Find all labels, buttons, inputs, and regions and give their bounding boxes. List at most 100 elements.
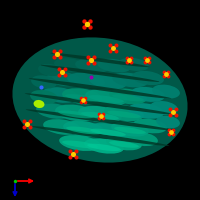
Point xyxy=(28,125,31,128)
Ellipse shape xyxy=(109,141,139,148)
Point xyxy=(89,19,92,22)
Point xyxy=(172,133,175,136)
Point xyxy=(89,26,92,29)
Point xyxy=(25,122,29,126)
Ellipse shape xyxy=(90,129,126,136)
Point xyxy=(145,58,149,62)
Point xyxy=(69,150,72,153)
Point xyxy=(174,113,177,116)
Point xyxy=(162,75,165,78)
Point xyxy=(109,49,112,52)
Ellipse shape xyxy=(26,109,174,131)
Point xyxy=(97,112,100,115)
Point xyxy=(114,44,117,47)
Point xyxy=(87,56,90,59)
Point xyxy=(167,133,170,136)
Ellipse shape xyxy=(25,93,175,115)
Ellipse shape xyxy=(133,119,167,133)
Ellipse shape xyxy=(109,89,147,104)
Point xyxy=(167,128,170,131)
Point xyxy=(79,96,82,99)
Point xyxy=(55,52,59,56)
Point xyxy=(28,120,31,123)
Ellipse shape xyxy=(50,53,150,67)
Ellipse shape xyxy=(104,105,144,121)
Point xyxy=(89,75,93,79)
Point xyxy=(169,130,173,134)
Point xyxy=(85,22,89,26)
Point xyxy=(167,75,170,78)
Point xyxy=(84,96,87,99)
Point xyxy=(174,108,177,111)
Point xyxy=(99,114,103,118)
Ellipse shape xyxy=(54,58,86,72)
Ellipse shape xyxy=(119,58,149,71)
Point xyxy=(171,110,175,114)
Point xyxy=(143,56,146,59)
Ellipse shape xyxy=(88,95,124,103)
Point xyxy=(58,50,61,53)
Point xyxy=(125,56,128,59)
Point xyxy=(79,101,82,104)
Point xyxy=(74,155,77,158)
Point xyxy=(109,44,112,47)
Ellipse shape xyxy=(42,87,78,103)
Point xyxy=(87,61,90,64)
Point xyxy=(82,19,85,22)
Ellipse shape xyxy=(12,37,188,163)
Ellipse shape xyxy=(84,138,124,154)
Point xyxy=(169,113,172,116)
Ellipse shape xyxy=(150,101,178,115)
Ellipse shape xyxy=(30,90,58,104)
Point xyxy=(89,58,93,62)
Point xyxy=(125,61,128,64)
Point xyxy=(143,61,146,64)
Ellipse shape xyxy=(152,85,180,99)
Ellipse shape xyxy=(29,78,171,99)
Point xyxy=(164,72,168,76)
Ellipse shape xyxy=(89,74,127,89)
Point xyxy=(111,46,115,50)
Ellipse shape xyxy=(55,105,97,121)
Point xyxy=(71,152,75,156)
Ellipse shape xyxy=(107,111,141,118)
Point xyxy=(84,101,87,104)
Ellipse shape xyxy=(67,73,105,88)
Point xyxy=(23,120,26,123)
Point xyxy=(97,117,100,120)
Point xyxy=(58,68,61,71)
Point xyxy=(69,155,72,158)
Ellipse shape xyxy=(131,87,165,102)
Point xyxy=(53,55,56,58)
Point xyxy=(130,56,133,59)
Ellipse shape xyxy=(128,103,164,119)
Ellipse shape xyxy=(47,72,81,86)
Point xyxy=(92,56,95,59)
Point xyxy=(162,70,165,73)
Point xyxy=(172,128,175,131)
Ellipse shape xyxy=(106,136,142,150)
Point xyxy=(81,98,85,102)
Point xyxy=(58,55,61,58)
Ellipse shape xyxy=(75,59,109,73)
Point xyxy=(102,117,105,120)
Ellipse shape xyxy=(85,89,127,106)
Point xyxy=(23,125,26,128)
Ellipse shape xyxy=(112,73,148,87)
Point xyxy=(167,70,170,73)
Ellipse shape xyxy=(62,88,102,105)
Ellipse shape xyxy=(63,121,105,137)
Point xyxy=(148,56,151,59)
Ellipse shape xyxy=(38,64,62,76)
Ellipse shape xyxy=(81,112,119,120)
Point xyxy=(92,61,95,64)
Point xyxy=(60,70,64,74)
Ellipse shape xyxy=(156,116,180,128)
Ellipse shape xyxy=(31,126,169,146)
Ellipse shape xyxy=(43,119,81,135)
Point xyxy=(148,61,151,64)
Ellipse shape xyxy=(36,103,72,119)
Point xyxy=(127,58,131,62)
Point xyxy=(63,73,66,76)
Ellipse shape xyxy=(114,127,146,134)
